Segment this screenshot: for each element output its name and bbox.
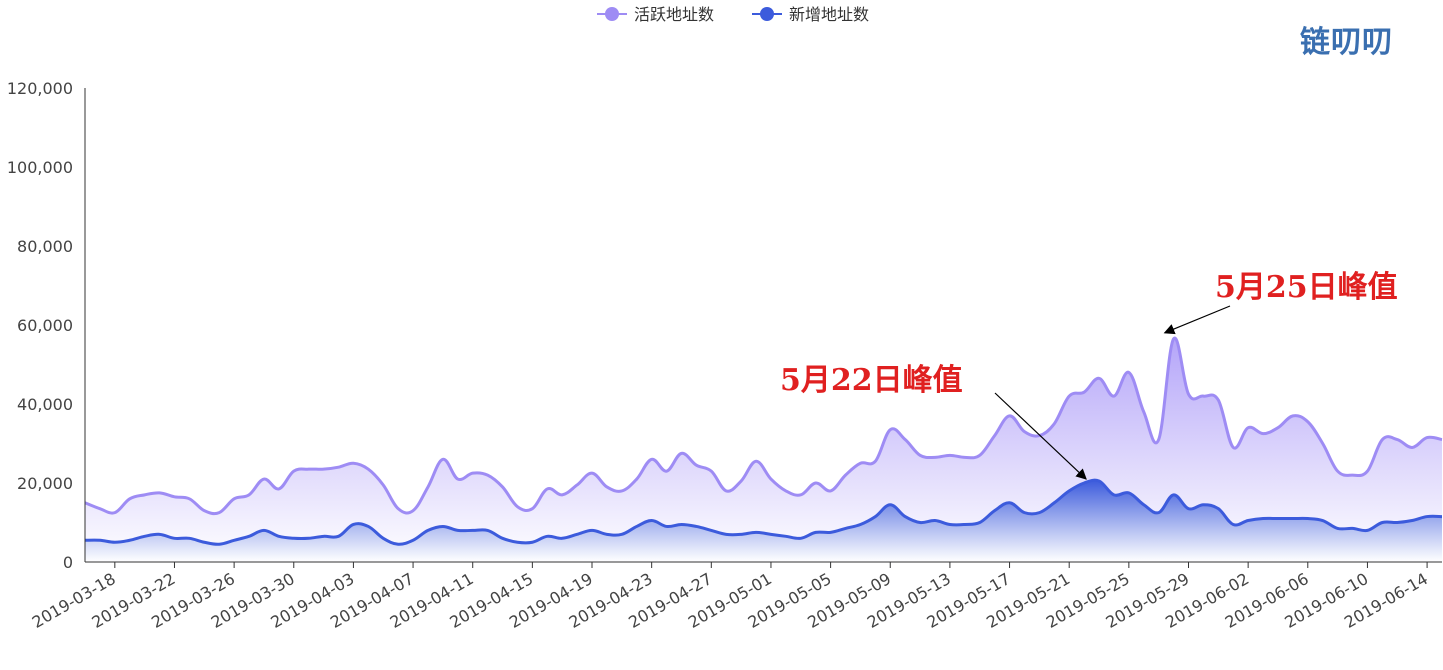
logo-text: 链叨叨 (1300, 25, 1393, 60)
annotation-label-1: 5月25日峰值 (1215, 270, 1398, 305)
x-axis: 2019-03-182019-03-222019-03-262019-03-30… (29, 561, 1442, 632)
annotation-arrow-1 (1163, 305, 1231, 335)
y-tick-label: 60,000 (17, 316, 73, 335)
y-tick-label: 100,000 (7, 158, 73, 177)
y-axis: 0 20,000 40,000 60,000 80,000 100,000 120,000 (7, 79, 86, 572)
plot-area (84, 336, 1443, 562)
legend-marker-active (605, 7, 619, 21)
annotations: 5月22日峰值 5月25日峰值 (780, 270, 1398, 480)
series-area-new (85, 480, 1442, 562)
y-tick-label: 20,000 (17, 474, 73, 493)
legend-item-new[interactable]: 新增地址数 (752, 5, 869, 24)
y-tick-label: 0 (63, 553, 73, 572)
y-tick-label: 120,000 (7, 79, 73, 98)
legend-marker-new (760, 7, 774, 21)
legend: 活跃地址数 新增地址数 (597, 5, 869, 24)
series-line-new (84, 478, 1443, 546)
series-line-active (84, 336, 1443, 516)
y-tick-label: 40,000 (17, 395, 73, 414)
legend-label-new: 新增地址数 (789, 5, 869, 24)
y-tick-label: 80,000 (17, 237, 73, 256)
annotation-arrow-0 (994, 392, 1087, 480)
annotation-label-0: 5月22日峰值 (780, 363, 963, 398)
logo: 链叨叨 (1300, 25, 1393, 60)
legend-item-active[interactable]: 活跃地址数 (597, 5, 714, 24)
legend-label-active: 活跃地址数 (634, 5, 714, 24)
